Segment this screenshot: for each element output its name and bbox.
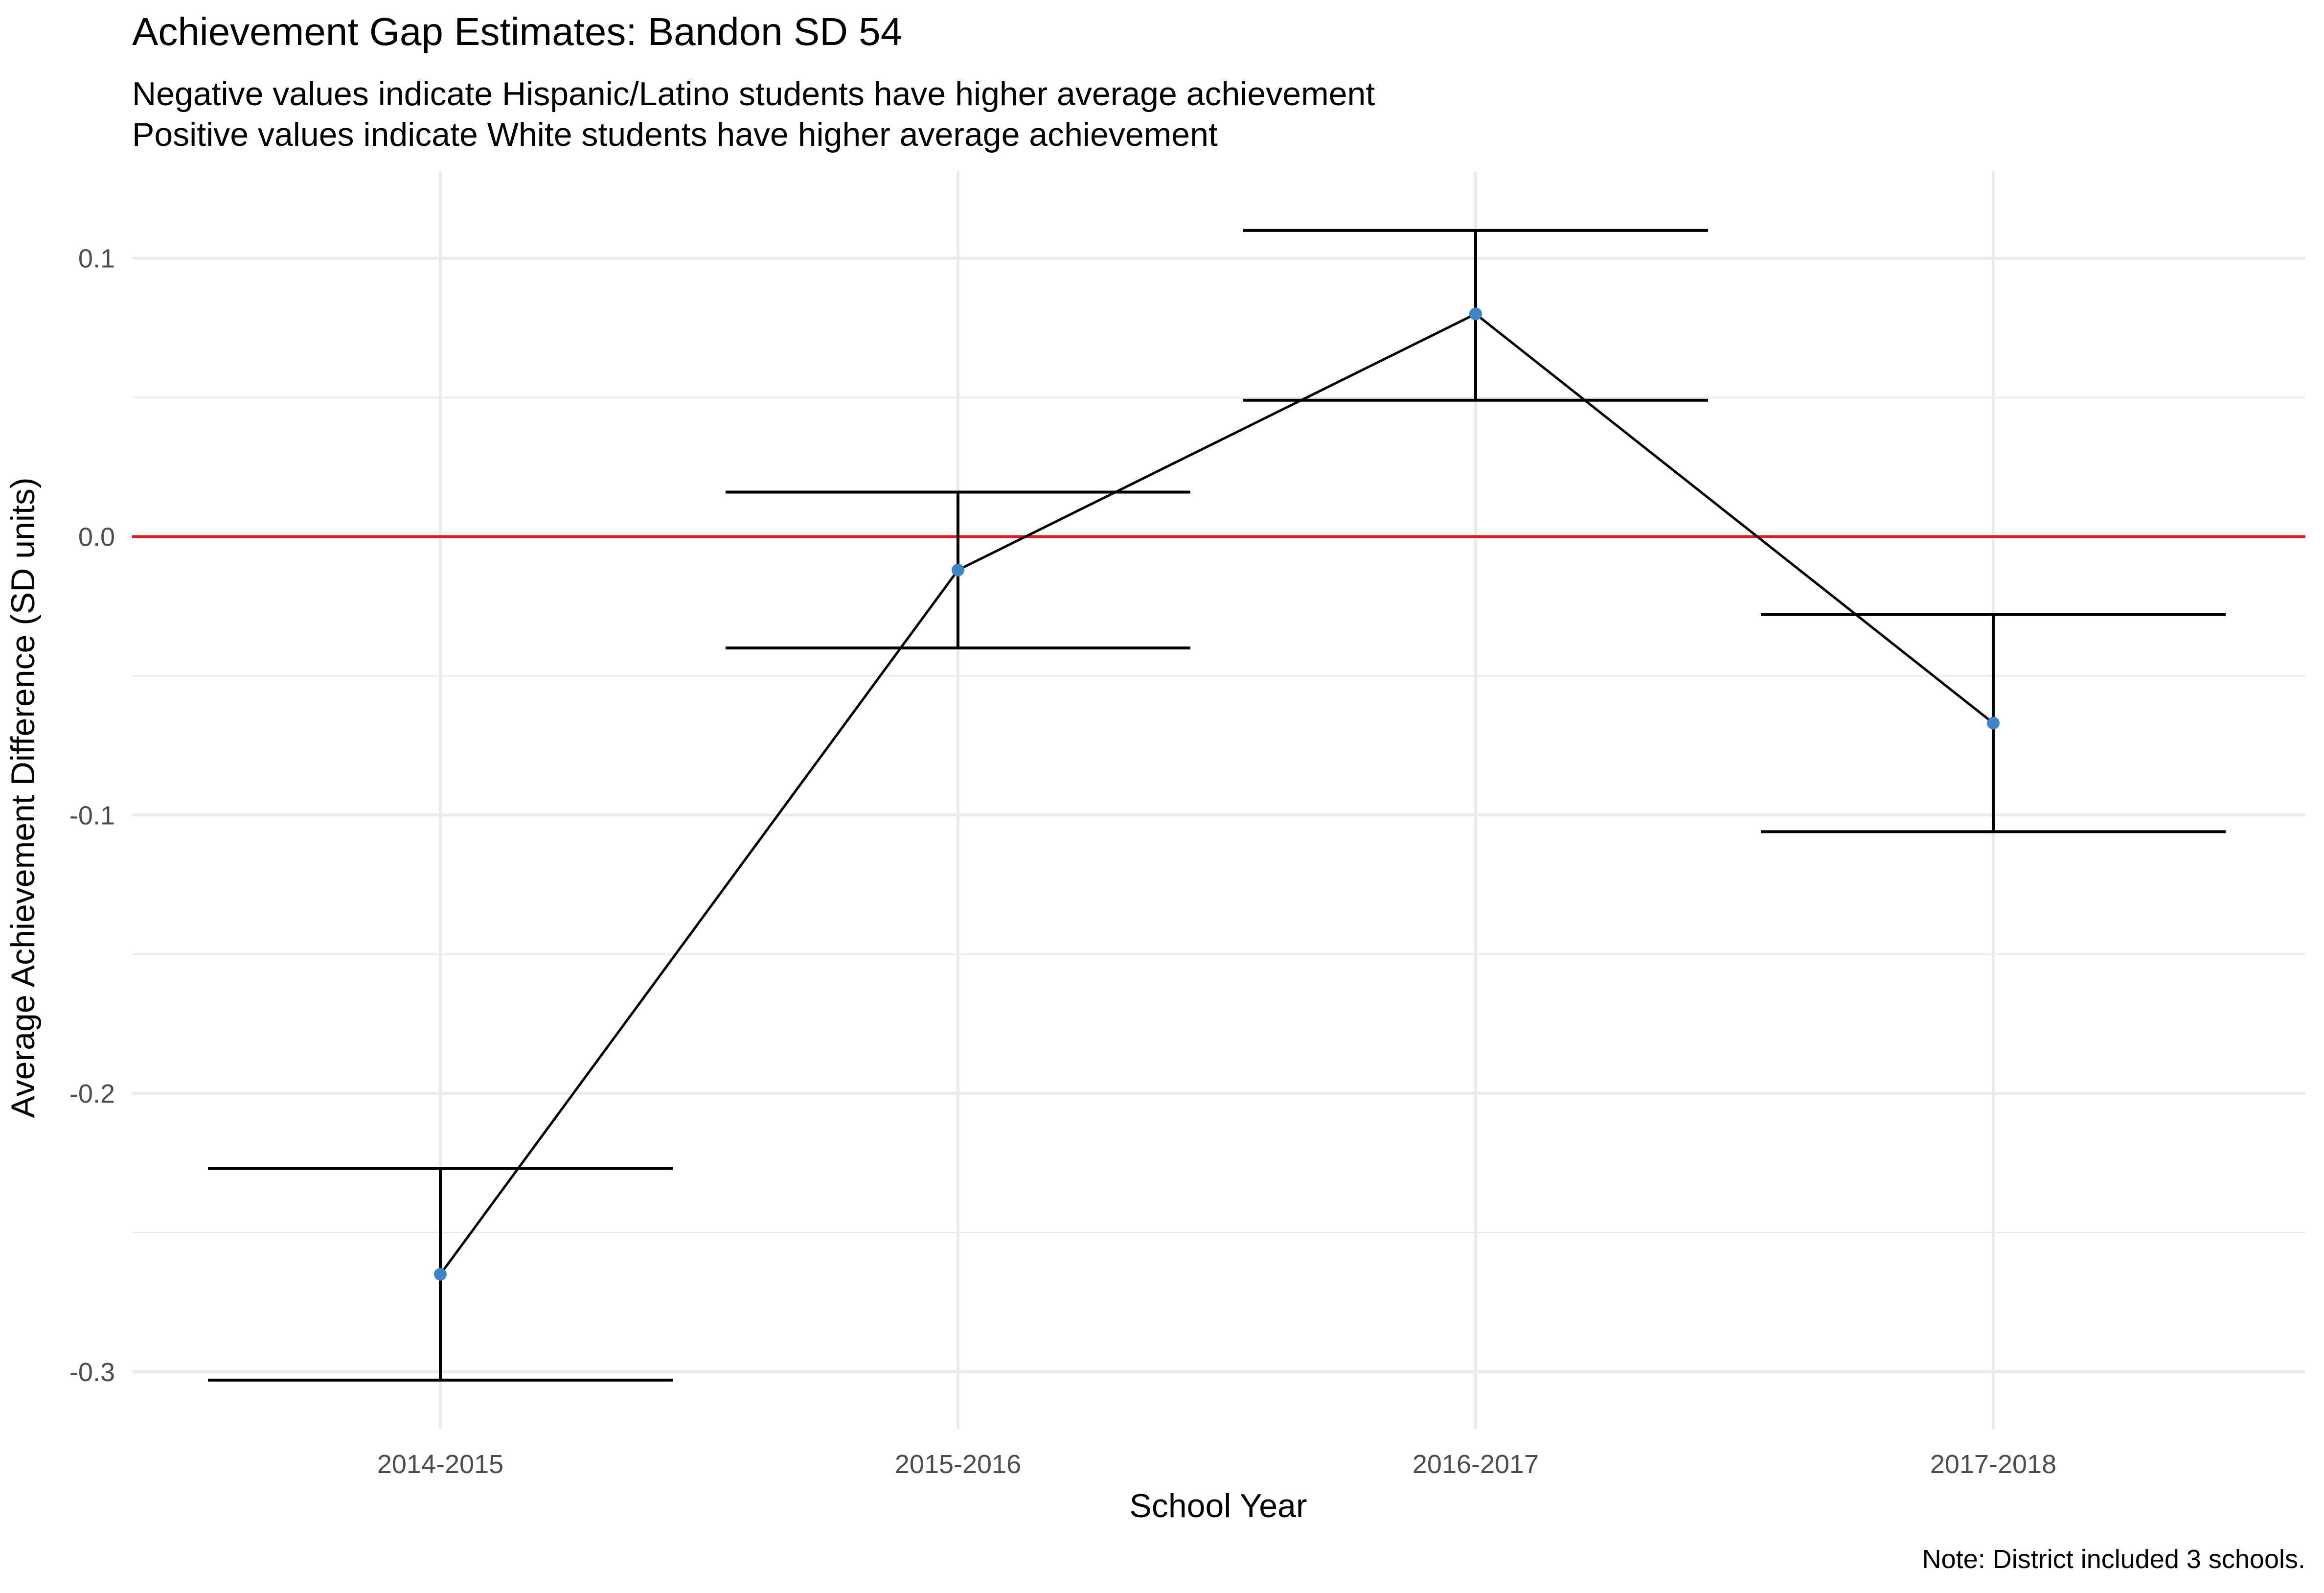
y-tick-label: -0.1 — [69, 801, 115, 830]
x-tick-label: 2014-2015 — [377, 1450, 503, 1479]
x-tick-label: 2017-2018 — [1930, 1450, 2056, 1479]
chart-subtitle-line-2: Positive values indicate White students … — [132, 116, 1218, 153]
x-tick-label: 2015-2016 — [895, 1450, 1021, 1479]
y-axis-title: Average Achievement Difference (SD units… — [4, 477, 42, 1118]
x-tick-label: 2016-2017 — [1413, 1450, 1539, 1479]
y-tick-label: 0.1 — [78, 244, 115, 274]
chart-caption: Note: District included 3 schools. — [1922, 1545, 2305, 1574]
x-axis-title: School Year — [1130, 1487, 1307, 1524]
x-tick-labels: 2014-2015 2015-2016 2016-2017 2017-2018 — [377, 1450, 2056, 1479]
series-line — [439, 312, 1994, 1275]
data-point — [952, 563, 964, 577]
y-tick-label: 0.0 — [78, 523, 115, 552]
chart-title: Achievement Gap Estimates: Bandon SD 54 — [132, 10, 902, 53]
series-line-layer — [439, 312, 1994, 1275]
data-point — [434, 1268, 447, 1281]
grid-layer — [132, 171, 2305, 1429]
y-tick-label: -0.2 — [69, 1079, 115, 1108]
point-layer — [434, 307, 2000, 1281]
data-point — [1987, 716, 2000, 730]
y-tick-labels: -0.3 -0.2 -0.1 0.0 0.1 — [69, 244, 115, 1387]
errorbar-layer — [208, 229, 2226, 1382]
chart-subtitle-line-1: Negative values indicate Hispanic/Latino… — [132, 75, 1375, 113]
y-tick-label: -0.3 — [69, 1358, 115, 1387]
data-point — [1469, 307, 1482, 321]
